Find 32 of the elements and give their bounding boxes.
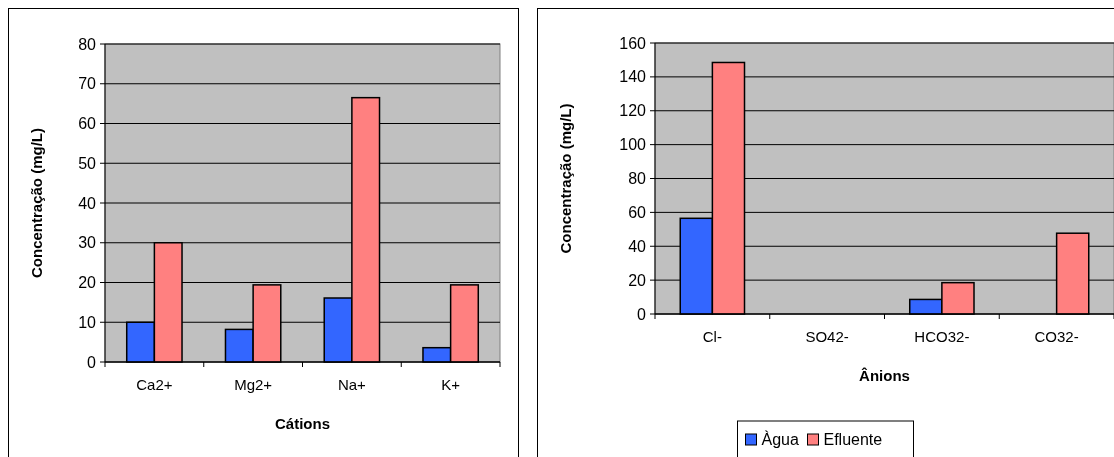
x-tick-label: K+ — [441, 376, 461, 393]
y-tick-label: 40 — [628, 237, 647, 255]
x-tick-label: HCO32- — [914, 328, 970, 345]
x-tick-label: CO32- — [1034, 328, 1079, 345]
y-tick-label: 120 — [619, 102, 647, 120]
x-axis-title: Cátions — [274, 415, 331, 432]
y-tick-label: 80 — [78, 35, 97, 53]
x-tick-label: Ca2+ — [136, 376, 173, 393]
y-axis-title: Concentração (mg/L) — [28, 127, 45, 279]
x-tick-label: Mg2+ — [234, 376, 273, 393]
y-tick-label: 50 — [78, 154, 97, 172]
y-tick-label: 10 — [78, 313, 97, 331]
x-tick-label: Na+ — [337, 376, 367, 393]
y-tick-label: 40 — [78, 194, 97, 212]
y-tick-label: 140 — [619, 68, 647, 86]
y-tick-label: 100 — [619, 136, 647, 154]
x-tick-label: Cl- — [702, 328, 722, 345]
y-tick-label: 60 — [628, 203, 647, 221]
y-tick-label: 20 — [628, 271, 647, 289]
y-tick-label: 60 — [78, 115, 97, 133]
legend-label: Àgua — [761, 430, 799, 448]
y-tick-label: 80 — [628, 170, 647, 188]
y-tick-label: 0 — [87, 353, 97, 371]
y-axis-title: Concentração (mg/L) — [557, 103, 574, 254]
y-tick-label: 0 — [637, 305, 647, 323]
y-tick-label: 20 — [78, 274, 97, 292]
y-tick-label: 30 — [78, 234, 97, 252]
legend-label: Efluente — [823, 431, 883, 448]
y-tick-label: 160 — [619, 34, 647, 52]
y-tick-label: 70 — [78, 75, 97, 93]
x-axis-title: Ânions — [859, 367, 910, 384]
x-tick-label: SO42- — [805, 328, 849, 345]
